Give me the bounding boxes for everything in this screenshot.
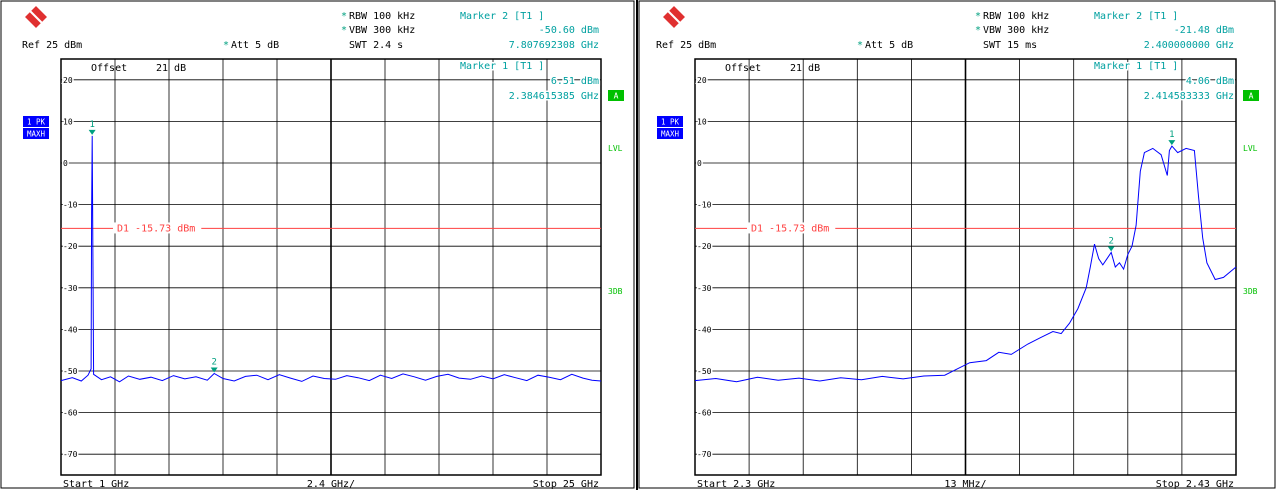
y-tick-label: -10 xyxy=(697,201,712,210)
trace-box-bottom xyxy=(23,128,49,139)
display-line-label: D1 -15.73 dBm xyxy=(751,223,829,234)
y-tick-label: -20 xyxy=(697,242,712,251)
panel-divider xyxy=(636,0,638,490)
marker1-freq: 2.384615385 GHz xyxy=(509,91,599,102)
a-box xyxy=(1243,90,1259,101)
marker1-level: 6.51 dBm xyxy=(551,76,599,87)
lvl-label: LVL xyxy=(1243,144,1258,153)
marker-label: 1 xyxy=(89,120,94,130)
marker-triangle xyxy=(1107,246,1115,252)
marker-triangle xyxy=(88,129,96,135)
marker2-title: Marker 2 [T1 ] xyxy=(460,11,544,22)
trace-box-top xyxy=(23,116,49,127)
rbw-label: RBW 100 kHz xyxy=(983,11,1049,22)
ref-level-label: Ref 25 dBm xyxy=(656,40,716,51)
trace-box-top-label: 1 PK xyxy=(661,118,680,127)
marker-label: 1 xyxy=(1169,130,1174,140)
ref-level-label: Ref 25 dBm xyxy=(22,40,82,51)
marker1-level: 4.06 dBm xyxy=(1186,76,1234,87)
y-tick-label: -60 xyxy=(63,409,78,418)
y-tick-label: 0 xyxy=(697,159,702,168)
attenuation-label: Att 5 dB xyxy=(865,40,913,51)
marker1-title: Marker 1 [T1 ] xyxy=(1094,61,1178,72)
marker2-level: -21.48 dBm xyxy=(1174,25,1234,36)
panel-frame xyxy=(638,0,1276,489)
db3-label: 3DB xyxy=(608,287,623,296)
marker1-freq: 2.414583333 GHz xyxy=(1144,91,1234,102)
marker1-title: Marker 1 [T1 ] xyxy=(460,61,544,72)
spectrum-panel-left: Ref 25 dBm * Att 5 dB * RBW 100 kHz * VBW 300 … xyxy=(0,0,636,490)
att-star: * xyxy=(223,40,229,51)
panel-frame xyxy=(0,0,635,489)
offset-value: 21 dB xyxy=(790,63,820,74)
trace-box-top-label: 1 PK xyxy=(27,118,46,127)
marker2-title: Marker 2 [T1 ] xyxy=(1094,11,1178,22)
vbw-label: VBW 300 kHz xyxy=(983,25,1049,36)
y-tick-label: -50 xyxy=(697,367,712,376)
lvl-label: LVL xyxy=(608,144,623,153)
spectrum-plot: Ref 25 dBm * Att 5 dB* RBW 100 kHz* VBW 300 … xyxy=(0,0,635,490)
trace-box-top xyxy=(657,116,683,127)
sweep-time-label: SWT 2.4 s xyxy=(349,40,403,51)
offset-value: 21 dB xyxy=(156,63,186,74)
rbw-star: * xyxy=(341,11,347,22)
marker-triangle xyxy=(210,367,218,373)
y-tick-label: 20 xyxy=(697,76,707,85)
offset-label: Offset xyxy=(725,63,761,74)
spectrum-panel-right: Ref 25 dBm * Att 5 dB * RBW 100 kHz * VBW 300 … xyxy=(638,0,1276,490)
trace-box-bottom xyxy=(657,128,683,139)
vbw-label: VBW 300 kHz xyxy=(349,25,415,36)
marker2-level: -50.60 dBm xyxy=(539,25,599,36)
trace-box-bottom-label: MAXH xyxy=(27,130,46,139)
brand-logo-stripe xyxy=(29,10,43,24)
marker2-freq: 7.807692308 GHz xyxy=(509,40,599,51)
start-freq-label: Start 1 GHz xyxy=(63,479,129,490)
stop-freq-label: Stop 2.43 GHz xyxy=(1156,479,1234,490)
span-per-div-label: 13 MHz/ xyxy=(944,479,986,490)
marker-triangle xyxy=(1168,140,1176,146)
a-box-label: A xyxy=(614,92,619,101)
y-tick-label: -70 xyxy=(697,450,712,459)
y-tick-label: 10 xyxy=(697,117,707,126)
y-tick-label: -10 xyxy=(63,201,78,210)
trace-box-bottom-label: MAXH xyxy=(661,130,680,139)
marker2-freq: 2.400000000 GHz xyxy=(1144,40,1234,51)
marker-label: 2 xyxy=(211,357,216,367)
spectrum-plot: Ref 25 dBm * Att 5 dB* RBW 100 kHz* VBW 300 … xyxy=(638,0,1276,490)
a-box-label: A xyxy=(1249,92,1254,101)
display-line-label: D1 -15.73 dBm xyxy=(117,223,195,234)
span-per-div-label: 2.4 GHz/ xyxy=(307,479,355,490)
rbw-label: RBW 100 kHz xyxy=(349,11,415,22)
stop-freq-label: Stop 25 GHz xyxy=(533,479,599,490)
marker-label: 2 xyxy=(1108,236,1113,246)
spectrum-trace xyxy=(60,135,602,383)
y-tick-label: 10 xyxy=(63,117,73,126)
sweep-time-label: SWT 15 ms xyxy=(983,40,1037,51)
brand-logo-stripe xyxy=(667,10,681,24)
display-line-label-bg xyxy=(113,222,202,234)
a-box xyxy=(608,90,624,101)
y-tick-label: -40 xyxy=(63,325,78,334)
y-tick-label: 20 xyxy=(63,76,73,85)
y-tick-label: -60 xyxy=(697,409,712,418)
y-tick-label: -70 xyxy=(63,450,78,459)
vbw-star: * xyxy=(341,25,347,36)
y-tick-label: -30 xyxy=(697,284,712,293)
y-tick-label: -50 xyxy=(63,367,78,376)
y-tick-label: 0 xyxy=(63,159,68,168)
y-tick-label: -30 xyxy=(63,284,78,293)
y-tick-label: -20 xyxy=(63,242,78,251)
rbw-star: * xyxy=(975,11,981,22)
offset-label: Offset xyxy=(91,63,127,74)
db3-label: 3DB xyxy=(1243,287,1258,296)
attenuation-label: Att 5 dB xyxy=(231,40,279,51)
att-star: * xyxy=(857,40,863,51)
spectrum-trace xyxy=(694,145,1237,383)
y-tick-label: -40 xyxy=(697,325,712,334)
start-freq-label: Start 2.3 GHz xyxy=(697,479,775,490)
vbw-star: * xyxy=(975,25,981,36)
display-line-label-bg xyxy=(747,222,836,234)
